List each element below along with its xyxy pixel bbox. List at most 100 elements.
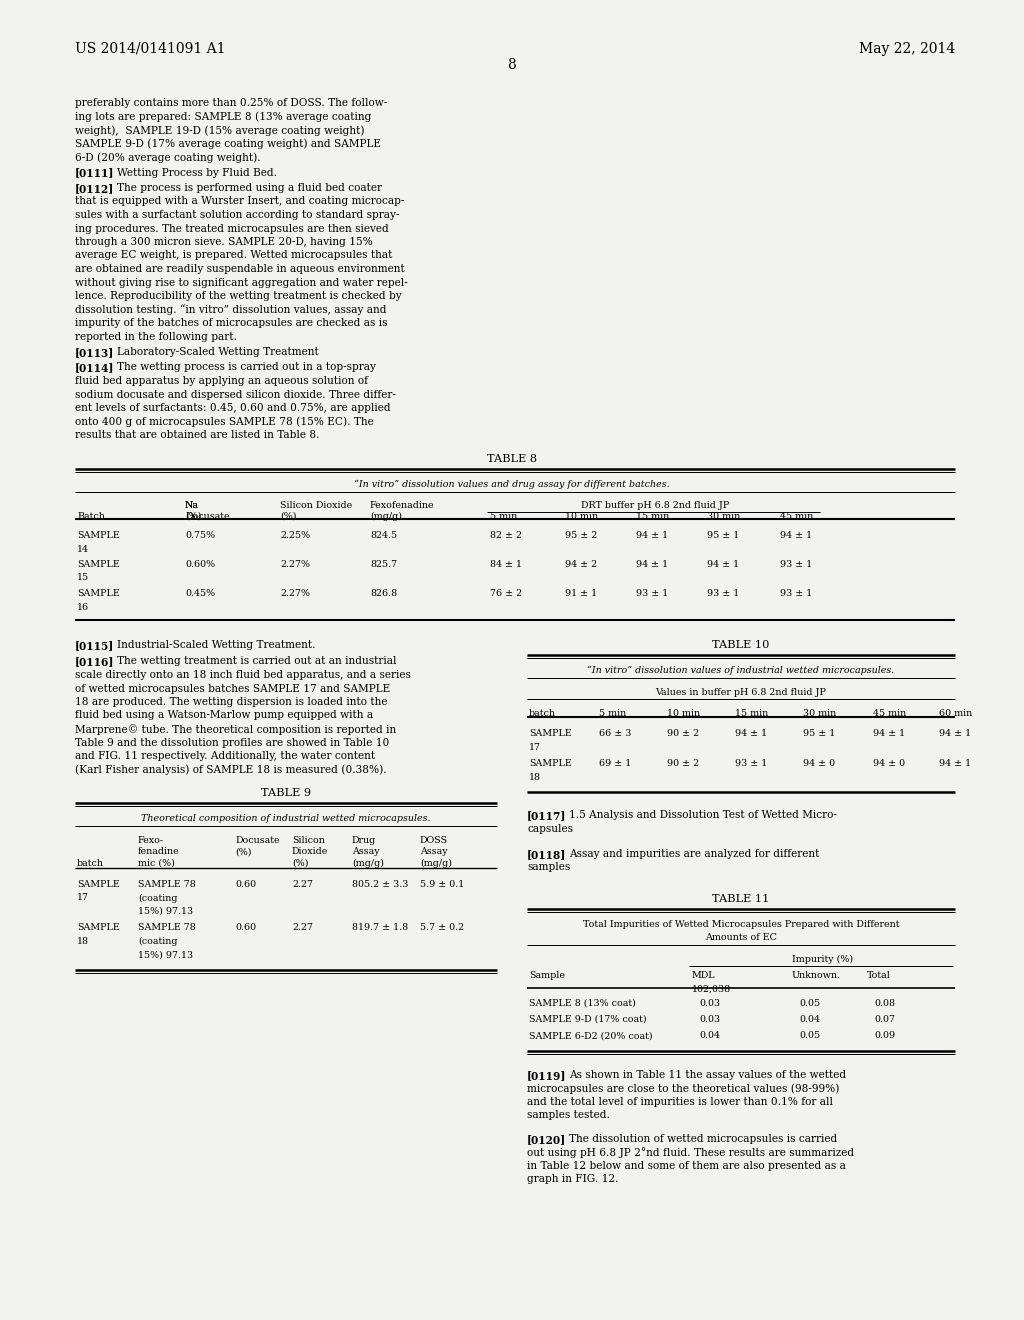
Text: MDL: MDL xyxy=(692,972,716,979)
Text: [0118]: [0118] xyxy=(527,849,566,861)
Text: 824.5: 824.5 xyxy=(370,531,397,540)
Text: graph in FIG. 12.: graph in FIG. 12. xyxy=(527,1175,618,1184)
Text: SAMPLE: SAMPLE xyxy=(77,531,120,540)
Text: [0114]: [0114] xyxy=(75,363,115,374)
Text: (%): (%) xyxy=(234,847,252,857)
Text: 6-D (20% average coating weight).: 6-D (20% average coating weight). xyxy=(75,152,261,162)
Text: 94 ± 0: 94 ± 0 xyxy=(803,759,836,768)
Text: Theoretical composition of industrial wetted microcapsules.: Theoretical composition of industrial we… xyxy=(141,814,431,822)
Text: [0113]: [0113] xyxy=(75,347,115,358)
Text: [0120]: [0120] xyxy=(527,1134,566,1144)
Text: 15%) 97.13: 15%) 97.13 xyxy=(138,950,194,960)
Text: Total: Total xyxy=(867,972,891,979)
Text: 0.04: 0.04 xyxy=(699,1031,721,1040)
Text: TABLE 10: TABLE 10 xyxy=(713,640,770,649)
Text: 8: 8 xyxy=(508,58,516,73)
Text: [0111]: [0111] xyxy=(75,168,115,178)
Text: 2.27%: 2.27% xyxy=(280,589,310,598)
Text: 91 ± 1: 91 ± 1 xyxy=(565,589,597,598)
Text: dissolution testing. “in vitro” dissolution values, assay and: dissolution testing. “in vitro” dissolut… xyxy=(75,305,386,315)
Text: 17: 17 xyxy=(77,894,89,903)
Text: Marprene© tube. The theoretical composition is reported in: Marprene© tube. The theoretical composit… xyxy=(75,723,396,735)
Text: DOSS: DOSS xyxy=(420,836,449,845)
Text: 5.7 ± 0.2: 5.7 ± 0.2 xyxy=(420,924,464,932)
Text: Assay and impurities are analyzed for different: Assay and impurities are analyzed for di… xyxy=(569,849,819,859)
Text: TABLE 9: TABLE 9 xyxy=(261,788,311,799)
Text: Docusate: Docusate xyxy=(185,512,229,521)
Text: out using pH 6.8 JP 2°nd fluid. These results are summarized: out using pH 6.8 JP 2°nd fluid. These re… xyxy=(527,1147,854,1159)
Text: sules with a surfactant solution according to standard spray-: sules with a surfactant solution accordi… xyxy=(75,210,399,220)
Text: TABLE 8: TABLE 8 xyxy=(487,454,537,463)
Text: 15 min: 15 min xyxy=(735,709,768,718)
Text: 18: 18 xyxy=(77,937,89,946)
Text: 93 ± 1: 93 ± 1 xyxy=(780,589,812,598)
Text: 805.2 ± 3.3: 805.2 ± 3.3 xyxy=(352,880,409,888)
Text: 94 ± 2: 94 ± 2 xyxy=(565,560,597,569)
Text: “In vitro” dissolution values and drug assay for different batches.: “In vitro” dissolution values and drug a… xyxy=(354,479,670,488)
Text: [0116]: [0116] xyxy=(75,656,115,668)
Text: Silicon Dioxide: Silicon Dioxide xyxy=(280,500,352,510)
Text: Table 9 and the dissolution profiles are showed in Table 10: Table 9 and the dissolution profiles are… xyxy=(75,738,389,747)
Text: 18 are produced. The wetting dispersion is loaded into the: 18 are produced. The wetting dispersion … xyxy=(75,697,387,708)
Text: SAMPLE 9-D (17% coat): SAMPLE 9-D (17% coat) xyxy=(529,1015,646,1024)
Text: samples tested.: samples tested. xyxy=(527,1110,610,1121)
Text: 45 min: 45 min xyxy=(873,709,906,718)
Text: fenadine: fenadine xyxy=(138,847,180,857)
Text: 0.60: 0.60 xyxy=(234,880,256,888)
Text: Silicon: Silicon xyxy=(292,836,325,845)
Text: 17: 17 xyxy=(529,742,541,751)
Text: Na: Na xyxy=(185,500,199,510)
Text: SAMPLE 78: SAMPLE 78 xyxy=(138,880,196,888)
Text: Sample: Sample xyxy=(529,972,565,979)
Text: average EC weight, is prepared. Wetted microcapsules that: average EC weight, is prepared. Wetted m… xyxy=(75,251,392,260)
Text: (coating: (coating xyxy=(138,937,177,946)
Text: 0.45%: 0.45% xyxy=(185,589,215,598)
Text: 94 ± 1: 94 ± 1 xyxy=(636,531,668,540)
Text: onto 400 g of microcapsules SAMPLE 78 (15% EC). The: onto 400 g of microcapsules SAMPLE 78 (1… xyxy=(75,417,374,428)
Text: Laboratory-Scaled Wetting Treatment: Laboratory-Scaled Wetting Treatment xyxy=(117,347,318,356)
Text: 2.27: 2.27 xyxy=(292,880,313,888)
Text: 826.8: 826.8 xyxy=(370,589,397,598)
Text: results that are obtained are listed in Table 8.: results that are obtained are listed in … xyxy=(75,430,319,440)
Text: SAMPLE 78: SAMPLE 78 xyxy=(138,924,196,932)
Text: 84 ± 1: 84 ± 1 xyxy=(490,560,522,569)
Text: (%): (%) xyxy=(280,512,297,521)
Text: 94 ± 1: 94 ± 1 xyxy=(735,729,767,738)
Text: Docusate: Docusate xyxy=(234,836,280,845)
Text: “In vitro” dissolution values of industrial wetted microcapsules.: “In vitro” dissolution values of industr… xyxy=(588,667,895,676)
Text: 2.27%: 2.27% xyxy=(280,560,310,569)
Text: 94 ± 1: 94 ± 1 xyxy=(873,729,905,738)
Text: 5 min: 5 min xyxy=(599,709,627,718)
Text: DRT buffer pH 6.8 2nd fluid JP: DRT buffer pH 6.8 2nd fluid JP xyxy=(581,500,729,510)
Text: 94 ± 1: 94 ± 1 xyxy=(636,560,668,569)
Text: SAMPLE 6-D2 (20% coat): SAMPLE 6-D2 (20% coat) xyxy=(529,1031,652,1040)
Text: fluid bed apparatus by applying an aqueous solution of: fluid bed apparatus by applying an aqueo… xyxy=(75,376,368,385)
Text: SAMPLE: SAMPLE xyxy=(529,729,571,738)
Text: [0115]: [0115] xyxy=(75,640,115,651)
Text: Drug: Drug xyxy=(352,836,376,845)
Text: 93 ± 1: 93 ± 1 xyxy=(780,560,812,569)
Text: 30 min: 30 min xyxy=(707,512,740,521)
Text: SAMPLE: SAMPLE xyxy=(77,880,120,888)
Text: 0.05: 0.05 xyxy=(800,1031,820,1040)
Text: 819.7 ± 1.8: 819.7 ± 1.8 xyxy=(352,924,409,932)
Text: Dioxide: Dioxide xyxy=(292,847,329,857)
Text: sodium docusate and dispersed silicon dioxide. Three differ-: sodium docusate and dispersed silicon di… xyxy=(75,389,396,400)
Text: Values in buffer pH 6.8 2nd fluid JP: Values in buffer pH 6.8 2nd fluid JP xyxy=(655,688,826,697)
Text: 15: 15 xyxy=(77,573,89,582)
Text: 82 ± 2: 82 ± 2 xyxy=(490,531,522,540)
Text: SAMPLE: SAMPLE xyxy=(77,589,120,598)
Text: ing procedures. The treated microcapsules are then sieved: ing procedures. The treated microcapsule… xyxy=(75,223,389,234)
Text: 0.60%: 0.60% xyxy=(185,560,215,569)
Text: capsules: capsules xyxy=(527,824,573,833)
Text: Industrial-Scaled Wetting Treatment.: Industrial-Scaled Wetting Treatment. xyxy=(117,640,315,649)
Text: Wetting Process by Fluid Bed.: Wetting Process by Fluid Bed. xyxy=(117,168,278,177)
Text: are obtained are readily suspendable in aqueous environment: are obtained are readily suspendable in … xyxy=(75,264,404,275)
Text: 0.07: 0.07 xyxy=(874,1015,896,1024)
Text: 45 min: 45 min xyxy=(780,512,813,521)
Text: As shown in Table 11 the assay values of the wetted: As shown in Table 11 the assay values of… xyxy=(569,1071,846,1080)
Text: 94 ± 1: 94 ± 1 xyxy=(939,759,971,768)
Text: ent levels of surfactants: 0.45, 0.60 and 0.75%, are applied: ent levels of surfactants: 0.45, 0.60 an… xyxy=(75,403,390,413)
Text: [0119]: [0119] xyxy=(527,1071,566,1081)
Text: US 2014/0141091 A1: US 2014/0141091 A1 xyxy=(75,42,225,55)
